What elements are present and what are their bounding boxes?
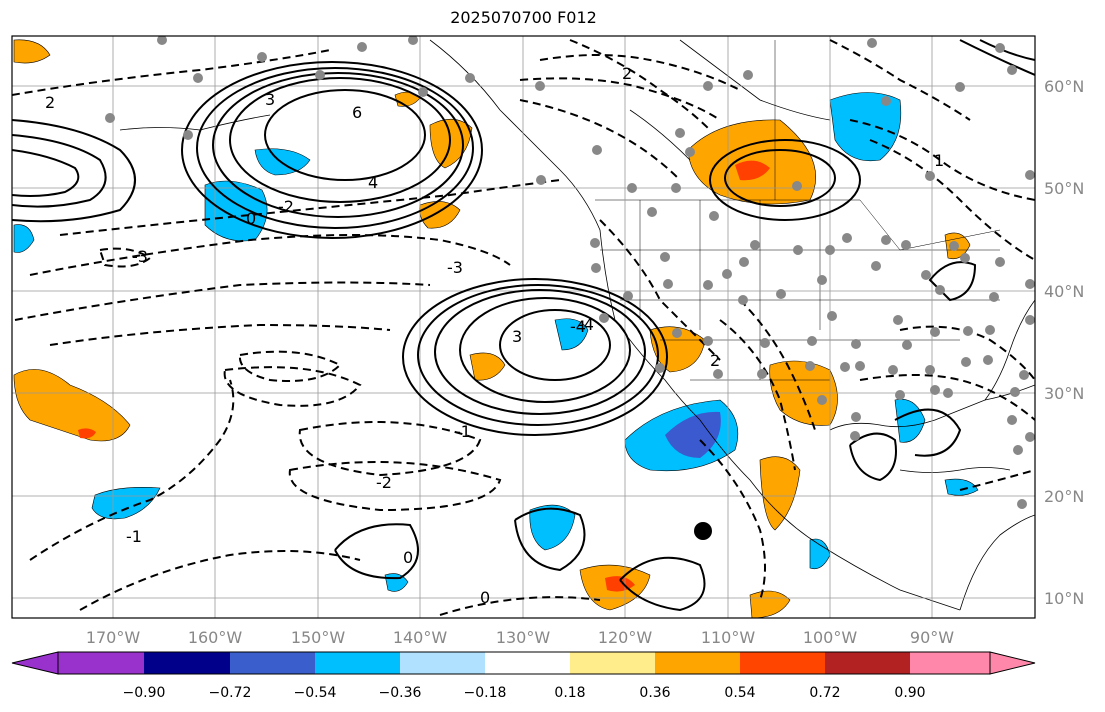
lon-label: 120°W (598, 628, 653, 647)
map-content: 2 -3 6 4 -2 0 3 -4 -1 -2 2 0 -1 -3 1 0 -… (12, 36, 1035, 618)
colorbar-segment (740, 652, 825, 674)
colorbar: −0.90 −0.72 −0.54 −0.36 −0.18 0.18 0.36 … (11, 651, 1036, 701)
contour-label: 0 (480, 588, 490, 607)
colorbar-tick-label: 0.36 (639, 685, 670, 701)
colorbar-tick-label: 0.18 (554, 685, 585, 701)
shade-positive (419, 201, 461, 229)
colorbar-segment (910, 652, 990, 674)
lat-label: 50°N (1044, 179, 1084, 198)
lon-label: 130°W (496, 628, 551, 647)
contour-label: -2 (376, 473, 392, 492)
colorbar-tick-label: −0.54 (294, 685, 337, 701)
colorbar-segment (570, 652, 655, 674)
lat-label: 10°N (1044, 589, 1084, 608)
colorbar-segment (485, 652, 570, 674)
contour-label: 3 (512, 327, 522, 346)
lon-label: 110°W (701, 628, 756, 647)
lon-label: 90°W (910, 628, 954, 647)
contour-label: 1 (934, 151, 944, 170)
colorbar-segment (230, 652, 315, 674)
shade-positive-strong (735, 160, 770, 181)
colorbar-extend-high (989, 651, 1036, 675)
shade-positive (13, 369, 131, 442)
longitude-labels: 170°W 160°W 150°W 140°W 130°W 120°W 110°… (86, 628, 954, 647)
station-dots (105, 36, 1035, 509)
contour-label: -4 (578, 315, 594, 334)
colorbar-tick-label: 0.54 (724, 685, 755, 701)
contour-label: 2 (45, 93, 55, 112)
contour-label: -2 (278, 197, 294, 216)
dashed-contours (12, 39, 1035, 616)
contour-label: 6 (352, 103, 362, 122)
lat-label: 60°N (1044, 77, 1084, 96)
contour-labels: 2 -3 6 4 -2 0 3 -4 -1 -2 2 0 -1 -3 1 0 -… (45, 64, 944, 607)
contour-label: 0 (246, 209, 256, 228)
contour-label: -3 (132, 247, 148, 266)
contour-label: 3 (265, 90, 275, 109)
shade-positive-strong (78, 428, 96, 439)
shade-positive (759, 456, 801, 531)
lat-label: 40°N (1044, 282, 1084, 301)
shade-positive (469, 352, 506, 381)
lon-label: 160°W (188, 628, 243, 647)
colorbar-segment (144, 652, 230, 674)
colorbar-segment (400, 652, 485, 674)
map-frame (11, 35, 1036, 619)
map-title: 2025070700 F012 (450, 8, 597, 27)
colorbar-segment (58, 652, 144, 674)
shade-negative (91, 487, 161, 520)
contour-label: -1 (126, 527, 142, 546)
location-marker (694, 522, 712, 540)
shade-negative (829, 92, 902, 162)
shade-negative (204, 180, 268, 242)
lon-label: 150°W (291, 628, 346, 647)
contour-label: -4 (570, 317, 586, 336)
shade-negative (554, 318, 589, 351)
contour-label: 2 (622, 64, 632, 83)
colorbar-extend-low (11, 651, 59, 675)
contour-label: 0 (403, 548, 413, 567)
lat-label: 30°N (1044, 384, 1084, 403)
lon-label: 140°W (393, 628, 448, 647)
colorbar-tick-label: −0.90 (123, 685, 166, 701)
contour-label: 2 (710, 351, 720, 370)
shade-positive (13, 39, 51, 64)
contour-label: 4 (368, 173, 378, 192)
shade-negative (944, 478, 979, 496)
solid-contours (12, 39, 1035, 612)
shade-negative (529, 504, 576, 551)
contour-label: -1 (455, 422, 471, 441)
colorbar-tick-label: 0.90 (894, 685, 925, 701)
contour-label: -3 (447, 258, 463, 277)
colorbar-segment (315, 652, 400, 674)
colorbar-tick-label: −0.18 (464, 685, 507, 701)
colorbar-ticks: −0.90 −0.72 −0.54 −0.36 −0.18 0.18 0.36 … (123, 685, 926, 701)
shade-negative (13, 224, 35, 253)
colorbar-tick-label: 0.72 (809, 685, 840, 701)
latitude-labels: 60°N 50°N 40°N 30°N 20°N 10°N (1044, 77, 1084, 608)
colorbar-segment (825, 652, 910, 674)
lon-label: 100°W (803, 628, 858, 647)
shade-negative-strong (665, 411, 721, 458)
colorbar-tick-label: −0.36 (379, 685, 422, 701)
colorbar-tick-label: −0.72 (209, 685, 252, 701)
shaded-regions (13, 39, 979, 618)
colorbar-segment (655, 652, 740, 674)
lon-label: 170°W (86, 628, 141, 647)
lat-label: 20°N (1044, 487, 1084, 506)
